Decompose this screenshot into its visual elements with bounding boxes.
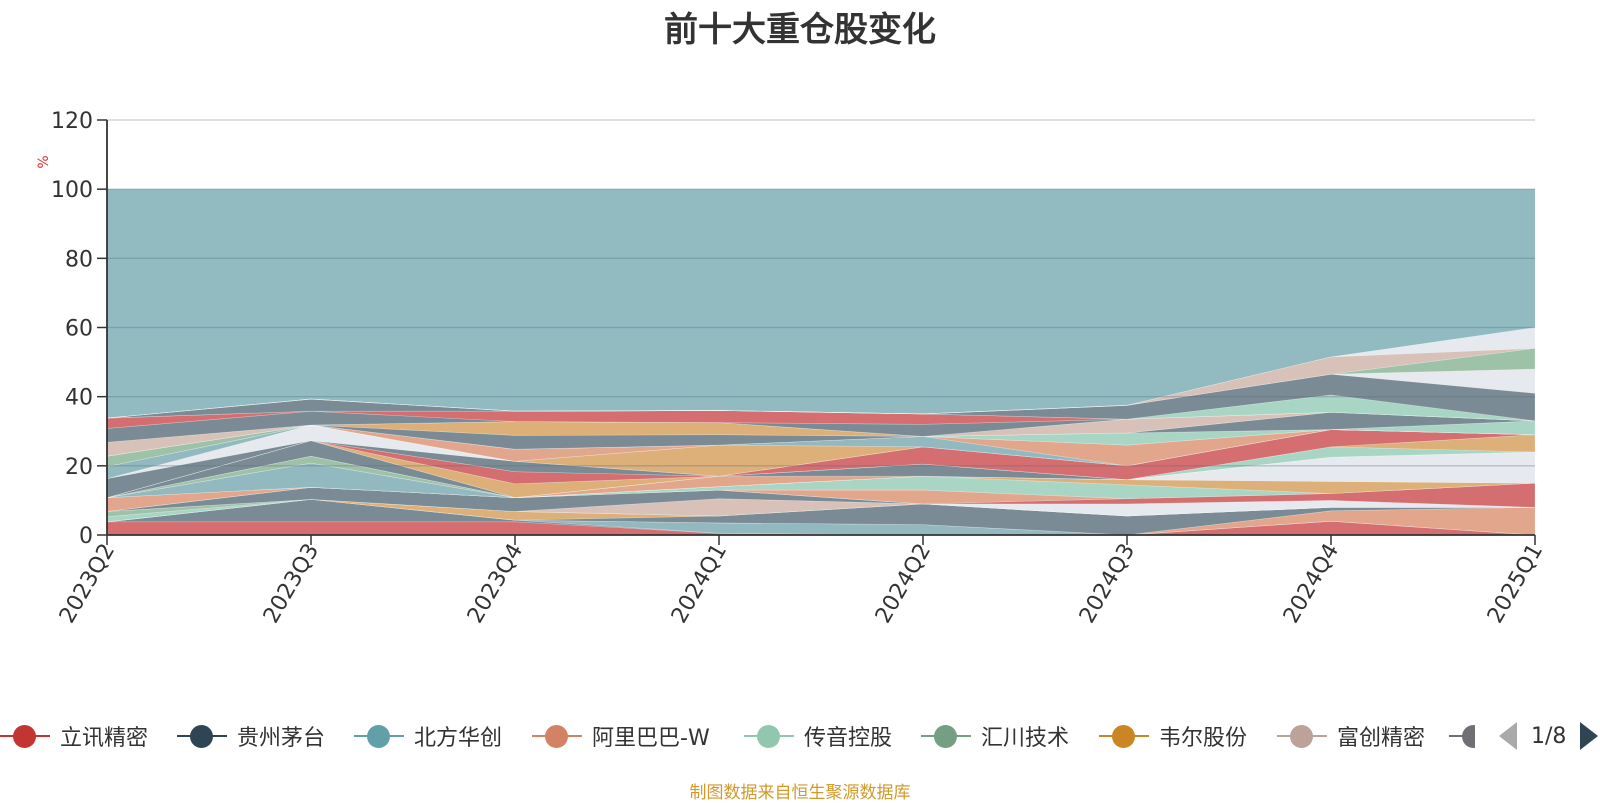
legend-symbol-icon — [177, 716, 227, 756]
y-axis-unit-label: % — [36, 155, 52, 168]
legend-label: 传音控股 — [804, 726, 893, 751]
y-tick-label: 100 — [51, 178, 93, 203]
legend-item-3[interactable]: 北方华创 — [354, 716, 502, 756]
area-band-41 — [106, 327, 1536, 419]
area-band-12 — [106, 482, 1536, 512]
x-tick-label: 2024Q3 — [1075, 540, 1140, 628]
legend-label: 汇川技术 — [981, 726, 1070, 751]
legend-symbol-icon — [0, 716, 50, 756]
x-tick-label: 2024Q1 — [667, 540, 732, 628]
x-tick-label: 2023Q4 — [463, 540, 528, 628]
legend-item-8[interactable]: 富创精密 — [1277, 716, 1425, 756]
legend-label: 北方华创 — [414, 726, 503, 751]
area-band-38 — [106, 368, 1536, 419]
area-band-10 — [106, 486, 1535, 517]
x-tick-label: 2024Q4 — [1279, 540, 1344, 628]
legend-item-1[interactable]: 立讯精密 — [0, 716, 148, 756]
y-tick-label: 20 — [65, 455, 93, 480]
legend-label: 立讯精密 — [60, 726, 149, 751]
legend-page-indicator: 1/8 — [1531, 723, 1567, 749]
legend-symbol-icon — [744, 716, 794, 756]
legend-symbol-icon — [1277, 716, 1327, 756]
legend-item-5[interactable]: 传音控股 — [744, 716, 892, 756]
x-tick-label: 2023Q2 — [55, 540, 120, 628]
legend-symbol-truncated — [1449, 716, 1475, 756]
y-tick-label: 80 — [65, 247, 93, 272]
legend-prev-arrow-icon[interactable] — [1499, 722, 1517, 750]
legend-pager: 1/8 — [1499, 716, 1599, 756]
y-tick-label: 60 — [65, 317, 93, 342]
y-tick-label: 0 — [79, 524, 93, 549]
x-tick-label: 2023Q3 — [259, 540, 324, 628]
area-series — [106, 189, 1536, 536]
legend-item-6[interactable]: 汇川技术 — [921, 716, 1069, 756]
chart-title: 前十大重仓股变化 — [664, 10, 936, 50]
area-band-39 — [106, 347, 1536, 419]
legend-label: 阿里巴巴-W — [592, 726, 710, 751]
legend-next-arrow-icon[interactable] — [1580, 722, 1599, 750]
legend: 立讯精密 贵州茅台 北方华创 阿里巴巴-W 传音控股 汇川技术 韦尔股份 富创精密 1/8 — [0, 716, 1600, 756]
legend-symbol-icon — [1099, 716, 1149, 756]
data-source-note: 制图数据来自恒生聚源数据库 — [689, 783, 911, 803]
legend-symbol-icon — [354, 716, 404, 756]
legend-label: 富创精密 — [1337, 726, 1426, 751]
y-tick-label: 40 — [65, 386, 93, 411]
area-band-37 — [106, 373, 1536, 422]
legend-symbol-icon — [532, 716, 582, 756]
legend-item-truncated[interactable] — [1449, 716, 1475, 756]
area-band-4 — [106, 499, 1536, 536]
legend-symbol-icon — [921, 716, 971, 756]
legend-label: 贵州茅台 — [237, 726, 326, 751]
x-tick-label: 2024Q2 — [871, 540, 936, 628]
x-tick-label: 2025Q1 — [1483, 540, 1548, 628]
legend-item-4[interactable]: 阿里巴巴-W — [532, 716, 710, 756]
legend-label: 韦尔股份 — [1159, 726, 1248, 751]
y-tick-label: 120 — [51, 109, 93, 134]
legend-item-7[interactable]: 韦尔股份 — [1099, 716, 1247, 756]
legend-item-2[interactable]: 贵州茅台 — [177, 716, 325, 756]
